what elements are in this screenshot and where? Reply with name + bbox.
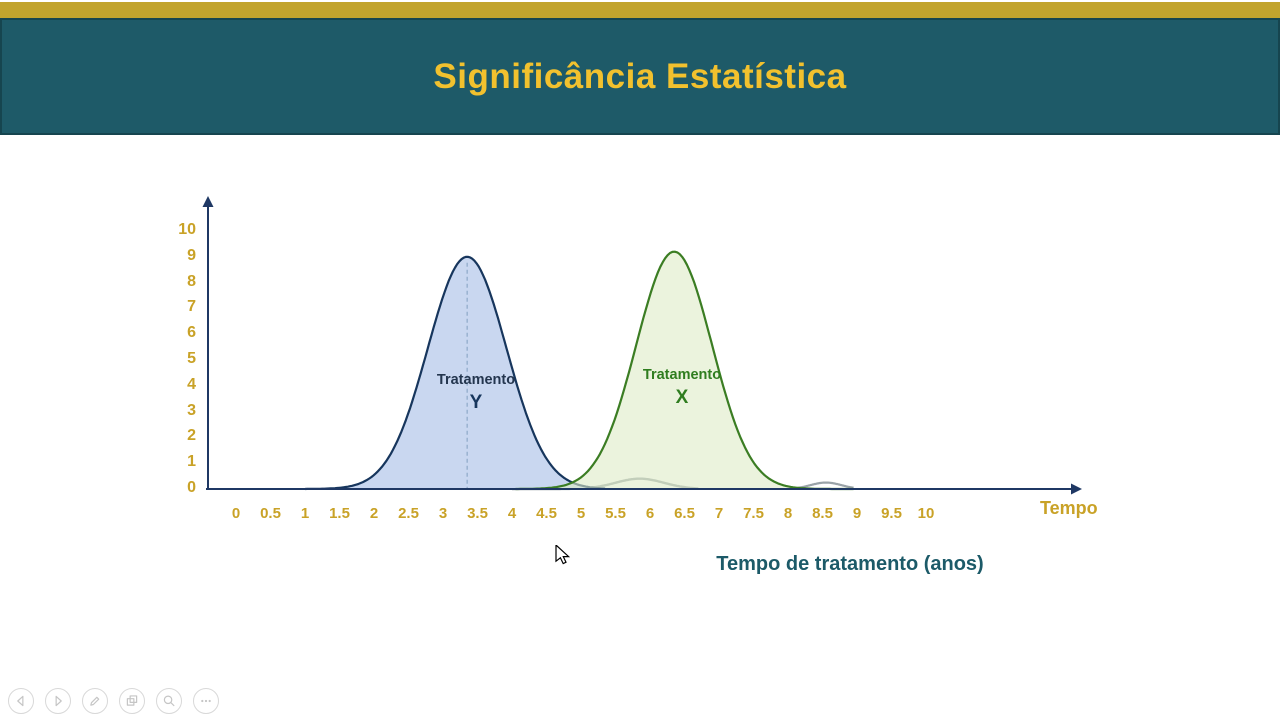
tratamento-x-label-text: Tratamento	[642, 367, 722, 383]
x-tick-label: 4.5	[536, 505, 557, 522]
magnifier-icon	[163, 695, 175, 707]
overlap-tail-right-curve	[797, 481, 855, 489]
x-tick-label: 6	[645, 505, 655, 522]
x-axis-caption: Tempo de tratamento (anos)	[716, 553, 984, 575]
x-tick-label: 9	[852, 505, 862, 522]
x-axis-arrow	[1071, 483, 1082, 495]
tratamento-y-curve	[304, 255, 606, 491]
y-tick-label: 0	[187, 479, 196, 496]
slides-icon	[126, 695, 138, 706]
x-tick-label: 4	[507, 505, 517, 522]
y-tick-label: 8	[187, 272, 196, 290]
title-bar: Significância Estatística	[0, 18, 1280, 135]
y-tick-label: 3	[187, 401, 196, 419]
x-tick-label: 7	[714, 505, 724, 522]
y-tick-label: 7	[187, 298, 196, 316]
x-tick-label: 1.5	[329, 505, 350, 522]
x-tick-label: 0.5	[260, 505, 281, 522]
slide-title: Significância Estatística	[433, 56, 847, 96]
x-tick-label: 3	[438, 505, 448, 522]
presentation-toolbar	[8, 688, 219, 714]
x-tick-label: 3.5	[467, 505, 488, 522]
y-tick-label: 10	[178, 221, 196, 238]
x-tick-label: 5.5	[605, 505, 626, 522]
x-tick-label: 5	[576, 505, 586, 522]
y-tick-label: 1	[187, 453, 196, 471]
x-tick-label: 6.5	[674, 505, 695, 522]
x-tick-label: 2	[369, 505, 379, 522]
x-tick-label: 8	[783, 505, 793, 522]
tratamento-y-letter: Y	[469, 391, 483, 413]
x-tick-label: 2.5	[398, 505, 419, 522]
chevron-left-icon	[17, 695, 24, 707]
ellipsis-icon	[201, 699, 211, 703]
more-button[interactable]	[193, 688, 219, 714]
tratamento-x-letter: X	[675, 386, 689, 408]
tratamento-y-label: Tratamento Y	[424, 372, 528, 414]
tratamento-x-curve	[515, 250, 854, 491]
tratamento-y-label-text: Tratamento	[436, 372, 516, 388]
slides-button[interactable]	[119, 688, 145, 714]
back-button[interactable]	[8, 688, 34, 714]
y-tick-label: 9	[187, 246, 196, 264]
mouse-cursor	[555, 545, 571, 565]
top-accent-bar	[0, 2, 1280, 18]
y-tick-label: 5	[187, 350, 196, 367]
x-tick-label: 0	[231, 505, 241, 522]
x-tick-label: 7.5	[743, 505, 764, 522]
pen-button[interactable]	[82, 688, 108, 714]
y-axis-arrow	[202, 196, 214, 207]
tratamento-y-fill	[305, 256, 606, 489]
pen-icon	[90, 696, 100, 706]
x-tick-label: 9.5	[881, 505, 902, 522]
chevron-right-icon	[55, 695, 62, 707]
y-tick-label: 6	[187, 324, 196, 342]
y-tick-label: 2	[187, 427, 196, 445]
tratamento-x-fill	[515, 251, 854, 489]
x-tick-label: 1	[300, 505, 310, 522]
x-tick-label: 10	[917, 505, 935, 522]
y-tick-label: 4	[187, 375, 196, 393]
forward-button[interactable]	[45, 688, 71, 714]
x-tick-label: 8.5	[812, 505, 833, 522]
x-axis-end-label: Tempo	[1040, 498, 1098, 518]
zoom-button[interactable]	[156, 688, 182, 714]
tratamento-x-label: Tratamento X	[630, 367, 734, 409]
